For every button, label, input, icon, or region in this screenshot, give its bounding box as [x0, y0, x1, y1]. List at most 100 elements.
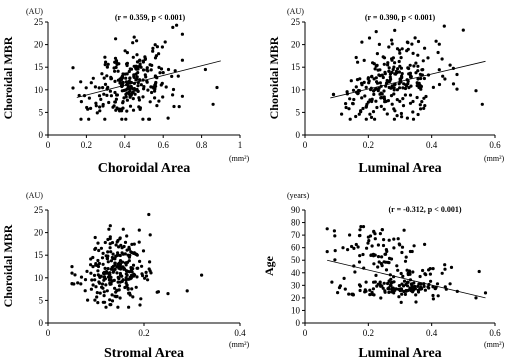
regression-line [327, 259, 486, 299]
data-point [370, 99, 374, 104]
x-unit: (mm²) [229, 340, 250, 349]
data-point [85, 269, 89, 273]
data-point [420, 100, 424, 104]
data-point [98, 109, 102, 113]
y-tick-label: 10 [34, 273, 44, 283]
data-point [106, 250, 110, 254]
data-point [127, 245, 131, 249]
data-point [163, 40, 167, 44]
data-point [86, 298, 90, 302]
data-point [399, 271, 403, 276]
data-point [124, 272, 128, 276]
data-point [340, 112, 344, 116]
data-point [100, 256, 105, 260]
data-point [398, 64, 402, 68]
data-point [474, 89, 478, 93]
x-tick-label: 1 [238, 140, 243, 150]
data-point [401, 86, 405, 90]
data-point [87, 117, 91, 121]
regression-line [76, 60, 221, 98]
regression-line [330, 60, 486, 99]
data-point [411, 110, 415, 114]
panel-stromal-area: (AU) Choroidal MBR Stromal Area (mm²) 0 5… [1, 191, 250, 361]
data-point [393, 28, 397, 32]
data-point [129, 250, 133, 254]
data-point [371, 110, 376, 114]
data-point [375, 52, 379, 56]
data-point [380, 255, 384, 259]
data-point [96, 264, 101, 269]
data-point [105, 257, 109, 261]
y-tick-label: 40 [291, 268, 301, 278]
stat-label: (r = -0.312, p < 0.001) [389, 205, 462, 214]
data-point [397, 295, 401, 299]
data-point [410, 282, 414, 286]
data-point [125, 51, 129, 55]
data-point [114, 254, 118, 258]
data-point [115, 294, 119, 298]
data-point [157, 65, 161, 69]
x-tick-label: 0.2 [363, 140, 374, 150]
y-tick-label: 10 [291, 305, 301, 315]
data-point [211, 102, 215, 106]
data-point [97, 261, 101, 266]
data-point [391, 286, 395, 290]
data-point [387, 256, 392, 260]
data-point [480, 102, 484, 106]
data-point [155, 45, 159, 49]
data-point [442, 24, 446, 28]
data-point [387, 45, 391, 49]
data-point [105, 289, 109, 293]
data-point [148, 233, 152, 237]
data-point [408, 272, 412, 276]
data-point [170, 74, 174, 78]
panel-luminal-area-age: (years) (r = -0.312, p < 0.001) Age Lumi… [262, 191, 505, 361]
data-point [333, 258, 337, 262]
data-point [338, 284, 342, 288]
data-point [408, 71, 412, 75]
y-tick-label: 70 [291, 230, 301, 240]
data-point [171, 87, 176, 92]
data-point [171, 25, 175, 29]
data-point [455, 87, 459, 91]
data-point [117, 284, 122, 288]
data-point [414, 300, 418, 304]
data-point [159, 67, 164, 71]
data-point [71, 66, 75, 70]
data-point [443, 77, 447, 81]
data-point [448, 282, 452, 286]
data-point [106, 237, 110, 242]
y-tick-label: 0 [39, 130, 44, 140]
y-tick-label: 5 [296, 107, 301, 117]
data-point [113, 286, 117, 290]
data-point [409, 74, 413, 78]
data-point [370, 75, 374, 79]
data-point [410, 249, 414, 254]
data-point [110, 279, 114, 283]
data-point [461, 28, 465, 32]
data-point [406, 47, 410, 51]
data-point [121, 278, 125, 282]
y-tick-label: 50 [291, 255, 301, 265]
data-point [372, 62, 376, 66]
data-point [382, 107, 386, 111]
data-point [422, 96, 426, 100]
data-point [420, 68, 424, 72]
data-point [131, 263, 136, 267]
data-point [148, 100, 152, 104]
data-point [352, 246, 356, 250]
data-point [120, 117, 124, 121]
data-point [358, 228, 362, 232]
x-tick-label: 0 [46, 140, 51, 150]
data-point [381, 286, 385, 290]
x-tick-label: 0.6 [489, 140, 501, 150]
data-point [131, 295, 135, 299]
data-point [384, 252, 388, 256]
data-point [366, 241, 370, 245]
data-point [98, 105, 102, 109]
y-tick-label: 20 [291, 293, 301, 303]
data-point [123, 252, 127, 256]
data-point [79, 80, 83, 84]
data-point [102, 92, 106, 96]
data-point [113, 56, 118, 60]
